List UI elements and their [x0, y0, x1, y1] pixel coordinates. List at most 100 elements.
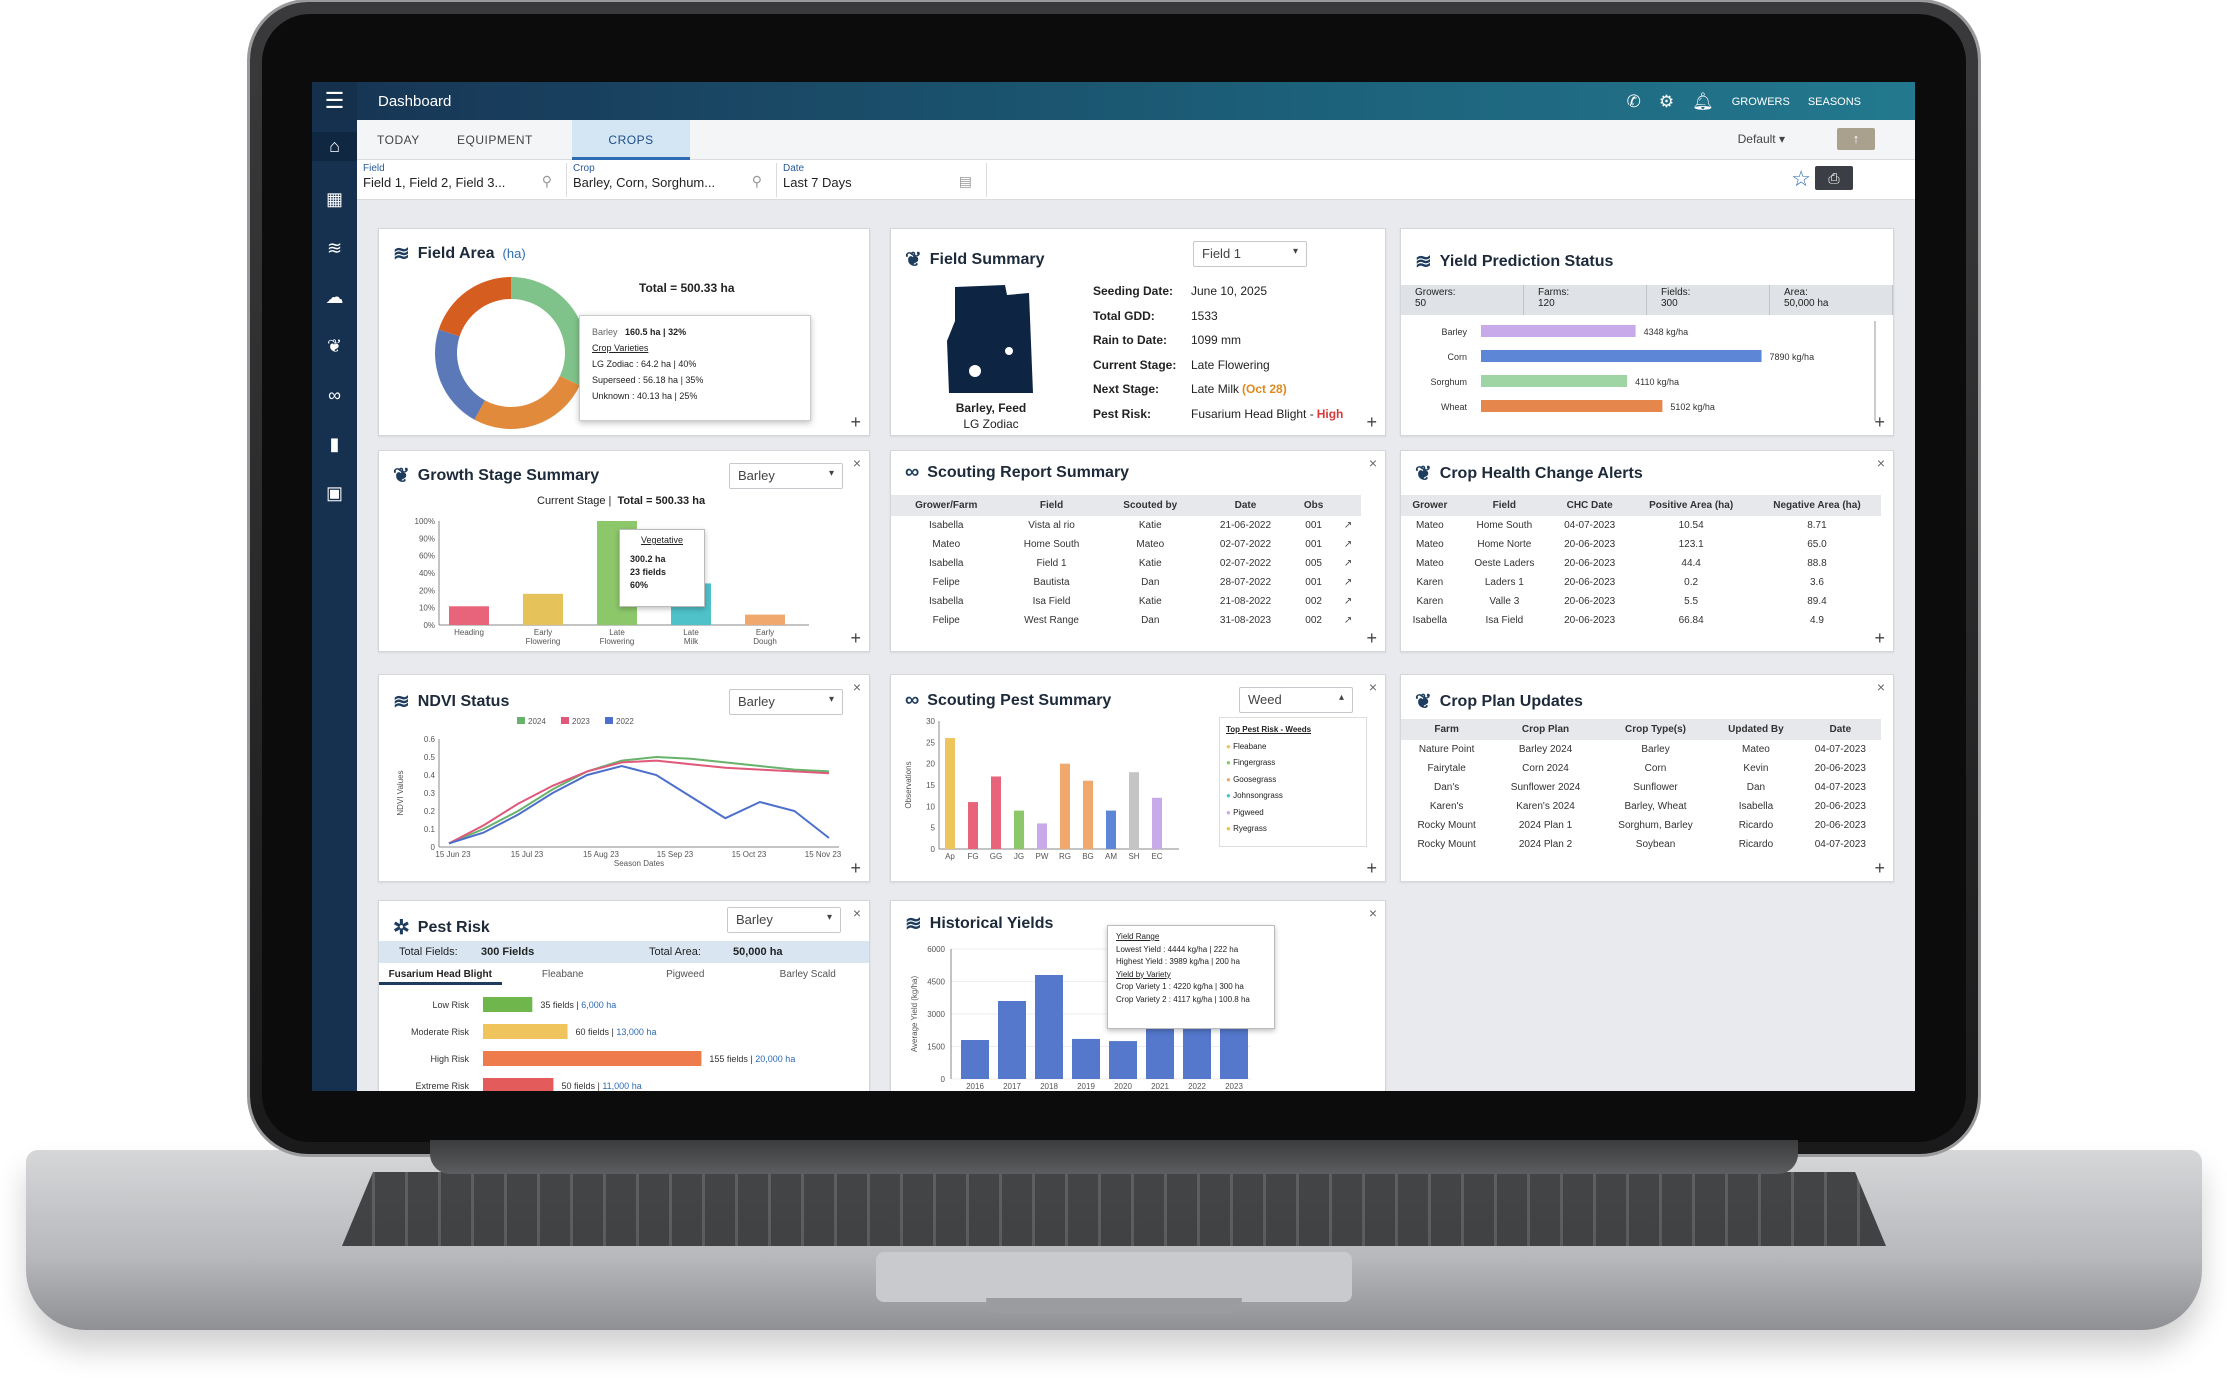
growers-link[interactable]: GROWERS: [1731, 96, 1790, 108]
pest-tab[interactable]: Fusarium Head Blight: [379, 965, 502, 985]
view-select[interactable]: Default ▾: [1737, 132, 1785, 146]
donut-slice[interactable]: [438, 277, 511, 337]
crop-filter[interactable]: Crop Barley, Corn, Sorghum... ⚲: [567, 163, 777, 197]
table-row[interactable]: Rocky Mount 2024 Plan 2 Soybean Ricardo 04-0…: [1401, 835, 1881, 854]
add-icon[interactable]: +: [1874, 858, 1885, 878]
phone-icon[interactable]: ✆: [1626, 92, 1641, 111]
date-filter[interactable]: Date Last 7 Days ▤: [777, 163, 987, 197]
add-icon[interactable]: +: [850, 628, 861, 648]
table-row[interactable]: Felipe West Range Dan 31-08-2023 002 ↗: [891, 611, 1361, 630]
table-row[interactable]: Isabella Isa Field 20-06-2023 66.84 4.9: [1401, 611, 1881, 630]
bar[interactable]: [1035, 975, 1063, 1079]
hamburger-menu-icon[interactable]: ☰: [312, 82, 357, 120]
bar[interactable]: [1060, 763, 1070, 849]
table-row[interactable]: Isabella Field 1 Katie 02-07-2022 005 ↗: [891, 554, 1361, 573]
donut-chart[interactable]: [431, 273, 591, 433]
series-line[interactable]: [448, 759, 830, 845]
table-row[interactable]: Karen Laders 1 20-06-2023 0.2 3.6: [1401, 573, 1881, 592]
bar[interactable]: [1481, 350, 1762, 362]
upload-button[interactable]: ↑: [1837, 128, 1875, 150]
crop-select[interactable]: Barley ▾: [729, 689, 843, 715]
table-row[interactable]: Mateo Home South 04-07-2023 10.54 8.71: [1401, 516, 1881, 535]
bar[interactable]: [998, 1001, 1026, 1079]
bar[interactable]: [449, 606, 489, 625]
close-icon[interactable]: ×: [1368, 905, 1377, 921]
pest-type-select[interactable]: Weed ▴: [1239, 687, 1353, 713]
pest-tab[interactable]: Pigweed: [666, 969, 705, 980]
bar[interactable]: [1014, 810, 1024, 849]
close-icon[interactable]: ×: [1368, 455, 1377, 471]
close-icon[interactable]: ×: [852, 455, 861, 471]
bar[interactable]: [523, 593, 563, 625]
bar[interactable]: [1109, 1041, 1137, 1079]
tab-crops[interactable]: CROPS: [572, 120, 690, 160]
table-row[interactable]: Felipe Bautista Dan 28-07-2022 001 ↗: [891, 573, 1361, 592]
table-row[interactable]: Karen Valle 3 20-06-2023 5.5 89.4: [1401, 592, 1881, 611]
series-line[interactable]: [448, 764, 830, 845]
table-row[interactable]: Mateo Home Norte 20-06-2023 123.1 65.0: [1401, 535, 1881, 554]
bar[interactable]: [1152, 797, 1162, 849]
tab-today[interactable]: TODAY: [377, 133, 420, 147]
close-icon[interactable]: ×: [1876, 455, 1885, 471]
add-icon[interactable]: +: [850, 858, 861, 878]
bar[interactable]: [1106, 810, 1116, 849]
tab-equipment[interactable]: EQUIPMENT: [457, 133, 533, 147]
close-icon[interactable]: ×: [852, 679, 861, 695]
field-icon[interactable]: ≋: [326, 238, 343, 258]
add-icon[interactable]: +: [1366, 412, 1377, 432]
weather-icon[interactable]: ☁: [325, 287, 344, 307]
bell-icon[interactable]: 🔔︎: [1692, 92, 1714, 111]
table-row[interactable]: Rocky Mount 2024 Plan 1 Sorghum, Barley Ric…: [1401, 816, 1881, 835]
table-row[interactable]: Dan's Sunflower 2024 Sunflower Dan 04-07-202…: [1401, 778, 1881, 797]
binoculars-icon[interactable]: ∞: [328, 385, 341, 405]
bar[interactable]: [483, 1051, 702, 1066]
bar[interactable]: [1129, 772, 1139, 849]
add-icon[interactable]: +: [1366, 858, 1377, 878]
series-line[interactable]: [448, 755, 830, 845]
bar[interactable]: [1481, 400, 1663, 412]
add-icon[interactable]: +: [1874, 628, 1885, 648]
donut-slice[interactable]: [474, 375, 580, 429]
table-row[interactable]: Isabella Isa Field Katie 21-08-2022 002 ↗: [891, 592, 1361, 611]
table-row[interactable]: Nature Point Barley 2024 Barley Mateo 04-07-…: [1401, 740, 1881, 759]
table-row[interactable]: Mateo Oeste Laders 20-06-2023 44.4 88.8: [1401, 554, 1881, 573]
bar[interactable]: [483, 1078, 554, 1091]
table-row[interactable]: Mateo Home South Mateo 02-07-2022 001 ↗: [891, 535, 1361, 554]
map-icon[interactable]: ▦: [325, 189, 343, 209]
field-select[interactable]: Field 1 ▾: [1193, 241, 1307, 267]
pest-tab[interactable]: Fleabane: [541, 969, 584, 980]
bar[interactable]: [745, 614, 785, 625]
bar[interactable]: [483, 1024, 568, 1039]
seasons-link[interactable]: SEASONS: [1807, 96, 1861, 108]
close-icon[interactable]: ×: [852, 905, 861, 921]
crop-icon[interactable]: ❦: [326, 336, 343, 356]
table-row[interactable]: Karen's Karen's 2024 Barley, Wheat Isabella…: [1401, 797, 1881, 816]
print-export-button[interactable]: ⎙: [1815, 166, 1853, 190]
bar[interactable]: [991, 776, 1001, 849]
add-icon[interactable]: +: [850, 412, 861, 432]
close-icon[interactable]: ×: [1368, 679, 1377, 695]
bar[interactable]: [483, 997, 533, 1012]
crop-select[interactable]: Barley ▾: [727, 907, 841, 933]
crop-select[interactable]: Barley ▾: [729, 463, 843, 489]
donut-slice[interactable]: [511, 277, 587, 386]
close-icon[interactable]: ×: [1876, 679, 1885, 695]
donut-slice[interactable]: [435, 329, 485, 420]
field-filter[interactable]: Field Field 1, Field 2, Field 3... ⚲: [357, 163, 567, 197]
add-icon[interactable]: +: [1874, 412, 1885, 432]
bar[interactable]: [1481, 325, 1636, 337]
contact-card-icon[interactable]: ▣: [325, 483, 343, 503]
star-icon[interactable]: ☆: [1791, 166, 1811, 191]
bar[interactable]: [1083, 780, 1093, 849]
bar[interactable]: [968, 802, 978, 849]
add-icon[interactable]: +: [1366, 628, 1377, 648]
bar[interactable]: [961, 1040, 989, 1079]
table-row[interactable]: Isabella Vista al rio Katie 21-06-2022 001 ↗: [891, 516, 1361, 535]
bar[interactable]: [1481, 375, 1628, 387]
bar[interactable]: [1037, 823, 1047, 849]
home-icon[interactable]: ⌂: [312, 132, 357, 161]
bar[interactable]: [1072, 1038, 1100, 1079]
gear-icon[interactable]: ⚙: [1658, 92, 1675, 111]
bottle-icon[interactable]: ▮: [329, 434, 340, 454]
table-row[interactable]: Fairytale Corn 2024 Corn Kevin 20-06-2023: [1401, 759, 1881, 778]
